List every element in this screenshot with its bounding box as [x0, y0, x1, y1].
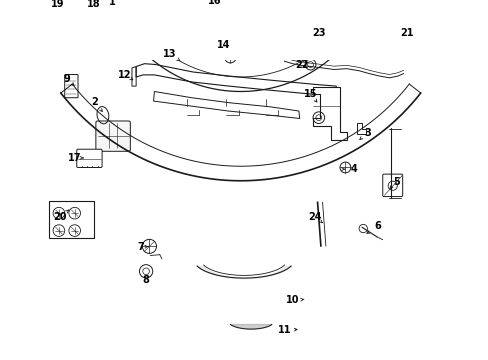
- Polygon shape: [230, 324, 271, 329]
- Text: 22: 22: [295, 59, 308, 69]
- Text: 20: 20: [53, 212, 67, 222]
- Text: 1: 1: [108, 0, 115, 7]
- FancyBboxPatch shape: [382, 174, 402, 197]
- Text: 14: 14: [217, 40, 230, 50]
- FancyBboxPatch shape: [64, 75, 78, 98]
- Text: 21: 21: [399, 28, 413, 39]
- Text: 3: 3: [363, 128, 370, 138]
- Text: 6: 6: [374, 221, 380, 231]
- Text: 8: 8: [142, 275, 149, 285]
- Text: 5: 5: [392, 177, 399, 186]
- Text: 16: 16: [208, 0, 222, 6]
- Text: 24: 24: [308, 212, 322, 222]
- Text: 4: 4: [349, 164, 356, 174]
- Text: 10: 10: [285, 295, 299, 305]
- Text: 23: 23: [311, 28, 325, 39]
- FancyBboxPatch shape: [207, 8, 229, 26]
- Text: 7: 7: [137, 242, 143, 252]
- Bar: [49, 201, 94, 238]
- Polygon shape: [313, 87, 346, 140]
- Text: 12: 12: [118, 70, 131, 80]
- Text: 19: 19: [51, 0, 65, 9]
- Text: 2: 2: [91, 97, 98, 107]
- Text: 11: 11: [277, 325, 290, 335]
- FancyBboxPatch shape: [391, 46, 405, 59]
- Text: 18: 18: [86, 0, 100, 9]
- Text: 13: 13: [163, 49, 177, 59]
- FancyBboxPatch shape: [47, 15, 84, 40]
- FancyBboxPatch shape: [83, 15, 115, 40]
- Text: 9: 9: [64, 74, 70, 84]
- FancyBboxPatch shape: [77, 149, 102, 167]
- Text: 17: 17: [68, 153, 81, 163]
- Text: 15: 15: [303, 89, 317, 99]
- FancyBboxPatch shape: [96, 121, 130, 151]
